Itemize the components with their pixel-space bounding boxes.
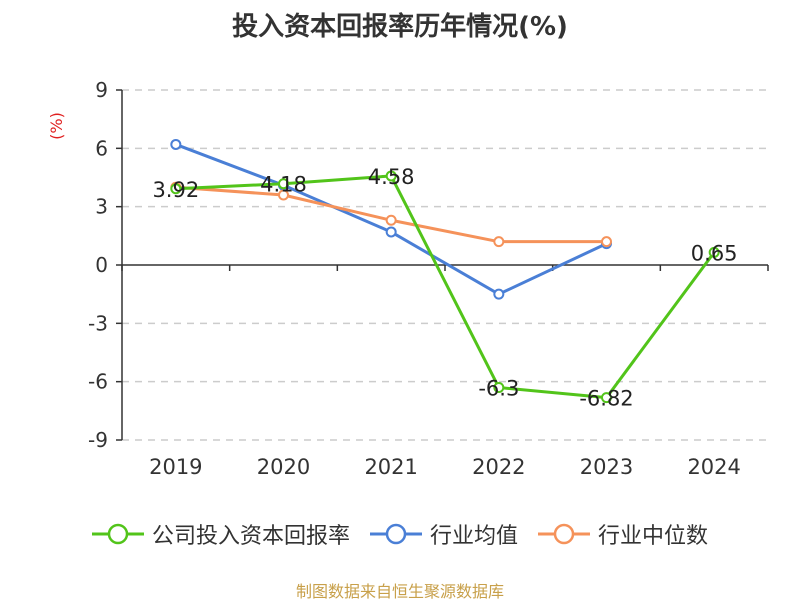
x-tick-label: 2019 (149, 455, 202, 479)
data-point (170, 138, 182, 150)
data-label: 3.92 (152, 178, 199, 202)
data-point (170, 183, 182, 195)
legend-item-2[interactable]: 行业中位数 (538, 518, 708, 550)
data-point (708, 246, 720, 258)
y-tick-label: -9 (88, 428, 108, 452)
data-label: -6.82 (579, 387, 633, 411)
x-tick-label: 2021 (364, 455, 417, 479)
legend: 公司投入资本回报率 行业均值 行业中位数 (0, 518, 800, 550)
series-lines (170, 138, 720, 404)
data-point (601, 236, 612, 248)
data-label: -6.3 (478, 377, 519, 401)
y-tick-label: 3 (95, 195, 108, 219)
legend-marker-icon (91, 523, 144, 545)
y-tick-label: 0 (95, 253, 108, 277)
x-tick-label: 2022 (472, 455, 525, 479)
x-tick-label: 2023 (580, 455, 633, 479)
axes: 9 6 3 0 -3 -6 -9 2019 2020 2021 2022 2023 2024 (88, 78, 769, 479)
data-point (278, 189, 289, 201)
legend-item-1[interactable]: 行业均值 (369, 518, 518, 550)
data-label: 0.65 (691, 241, 738, 265)
data-point (385, 214, 397, 226)
y-tick-label: 6 (95, 136, 108, 160)
chart-title: 投入资本回报率历年情况(%) (232, 12, 568, 42)
data-point (493, 382, 505, 393)
data-labels: 3.92 4.18 4.58 -6.3 -6.82 0.65 (152, 165, 737, 411)
legend-marker-icon (369, 523, 422, 545)
x-tick-label: 2020 (257, 455, 310, 479)
y-tick-label: -6 (88, 370, 108, 394)
legend-label: 行业中位数 (598, 524, 709, 549)
data-label: 4.58 (368, 165, 415, 189)
legend-item-0[interactable]: 公司投入资本回报率 (91, 518, 350, 550)
series-line-0 (175, 174, 716, 400)
legend-label: 公司投入资本回报率 (151, 524, 350, 549)
data-point (601, 392, 612, 404)
data-point (278, 178, 289, 190)
legend-label: 行业均值 (429, 524, 518, 549)
y-tick-label: -3 (88, 311, 108, 335)
data-point (493, 288, 505, 300)
source-note: 制图数据来自恒生聚源数据库 (295, 582, 504, 601)
data-label: 4.18 (260, 173, 307, 197)
legend-marker-icon (538, 523, 590, 545)
data-point (385, 226, 397, 238)
data-point (493, 236, 505, 248)
x-tick-label: 2024 (687, 455, 740, 479)
y-tick-label: 9 (95, 78, 108, 102)
y-axis-unit-label: (%) (47, 112, 66, 140)
data-point (385, 170, 397, 182)
